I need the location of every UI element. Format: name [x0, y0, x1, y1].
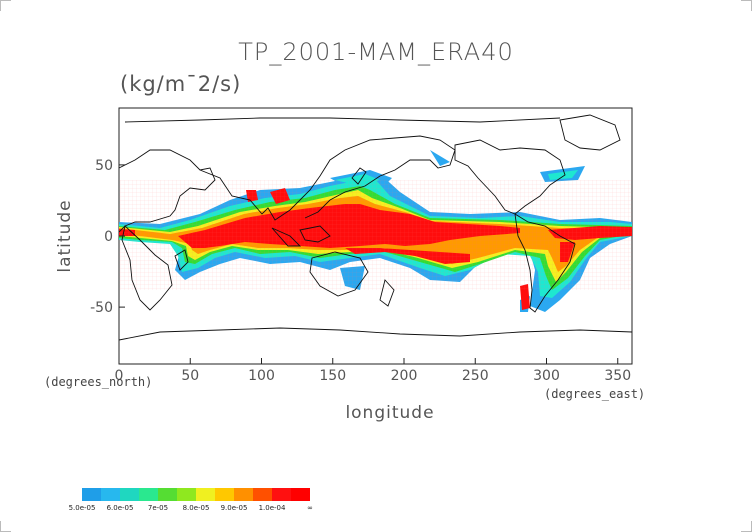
coast-australia: [309, 251, 369, 297]
colorbar-label: 6.0e-05: [106, 504, 134, 512]
crop-mark-top-left: [0, 0, 11, 11]
colorbar-segment: [196, 488, 215, 501]
colorbar-segment: [177, 488, 196, 501]
x-axis-ticks: 0 50 100 150 200 250 300 350: [115, 358, 631, 384]
coast-europe-west: [119, 149, 216, 233]
colorbar-segment: [291, 488, 310, 501]
colorbar-segment: [253, 488, 272, 501]
plot-title: TP_2001-MAM_ERA40: [238, 38, 514, 66]
x-tick-label: 200: [391, 368, 418, 384]
x-axis-title: longitude: [345, 403, 434, 423]
colorbar-segment: [234, 488, 253, 501]
colorbar-label: 9.0e-05: [220, 504, 248, 512]
coast-north-america: [454, 139, 566, 215]
coast-japan: [351, 167, 367, 185]
coast-africa: [121, 225, 173, 311]
x-tick-label: 50: [181, 368, 199, 384]
coast-south-america: [514, 213, 576, 313]
colorbar-labels: 5.0e-05 6.0e-05 7e-05 8.0e-05 9.0e-05 1.0e-04…: [62, 504, 342, 516]
colorbar: [82, 488, 310, 501]
x-tick-label: 0: [115, 368, 124, 384]
colorbar-segment: [82, 488, 101, 501]
y-unit-note: (degrees_north): [44, 375, 152, 389]
colorbar-label: 7e-05: [147, 504, 169, 512]
y-axis-title: latitude: [55, 199, 75, 272]
colorbar-segment: [215, 488, 234, 501]
precip-field: [119, 150, 632, 312]
coast-greenland: [559, 114, 621, 151]
x-tick-label: 150: [319, 368, 346, 384]
x-tick-label: 350: [604, 368, 631, 384]
colorbar-segment: [120, 488, 139, 501]
coast-arctic: [124, 117, 561, 123]
coast-antarctica: [119, 327, 632, 341]
x-tick-label: 100: [248, 368, 275, 384]
coast-borneo: [299, 225, 331, 243]
coast-sumatra: [271, 227, 302, 247]
x-tick-label: 300: [533, 368, 560, 384]
colorbar-segment: [158, 488, 177, 501]
y-axis-ticks: 50 0 -50: [90, 158, 125, 316]
x-unit-note: (degrees_east): [544, 387, 645, 401]
colorbar-segment: [139, 488, 158, 501]
coastlines: [119, 114, 632, 341]
y-tick-label: 0: [104, 229, 113, 245]
precip-level-red: [119, 180, 632, 310]
colorbar-segment: [101, 488, 120, 501]
colorbar-label: 8.0e-05: [182, 504, 210, 512]
coast-new-zealand: [379, 279, 395, 307]
y-tick-label: 50: [95, 158, 113, 174]
x-tick-label: 250: [462, 368, 489, 384]
colorbar-label: 5.0e-05: [68, 504, 96, 512]
units-label: (kg/m¯2/s): [120, 72, 242, 96]
colorbar-label: 1.0e-04: [258, 504, 286, 512]
coast-madagascar: [174, 249, 189, 271]
y-tick-label: -50: [90, 300, 113, 316]
colorbar-segment: [272, 488, 291, 501]
colorbar-label: ∞: [307, 504, 313, 512]
coast-asia: [199, 135, 456, 221]
